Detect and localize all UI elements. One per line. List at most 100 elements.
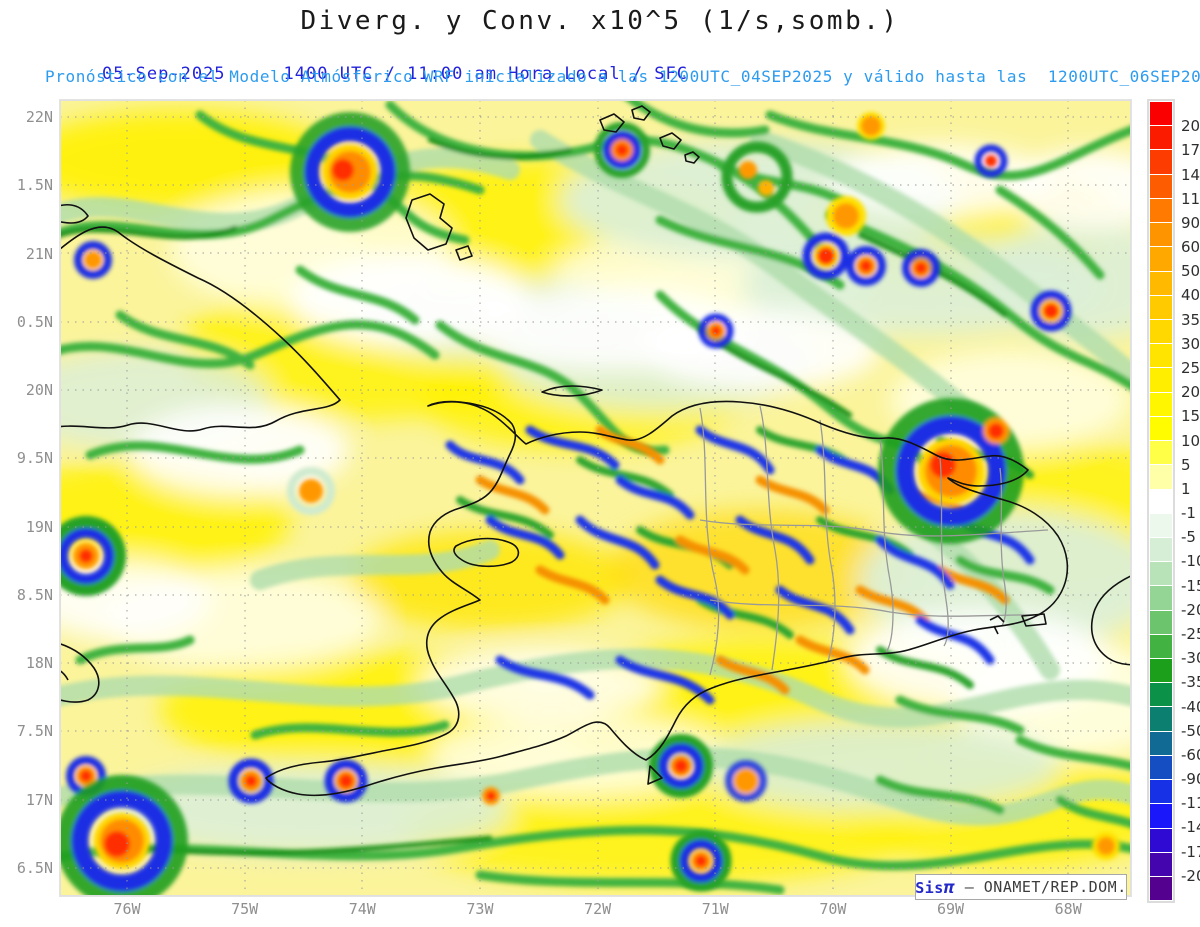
- colorbar-cell: [1150, 852, 1172, 876]
- colorbar-cell: [1150, 513, 1172, 537]
- colorbar-label: 60: [1181, 238, 1200, 257]
- lat-label: 0.5N: [16, 312, 53, 331]
- colorbar-label: 170: [1181, 141, 1200, 160]
- coastline-jamaica: [60, 642, 100, 703]
- colorbar-label: 110: [1181, 189, 1200, 208]
- lat-label: 1.5N: [16, 176, 53, 195]
- lat-label: 6.5N: [16, 858, 53, 877]
- colorbar-label: -30: [1181, 649, 1200, 668]
- province-borders-layer: [699, 405, 1049, 676]
- feature-cell: [482, 787, 500, 805]
- lon-label: 72W: [584, 900, 612, 918]
- colorbar-cell: [1150, 319, 1172, 344]
- lat-label: 20N: [25, 381, 53, 400]
- colorbar-cell: [1150, 344, 1172, 368]
- feature-cell: [60, 516, 126, 596]
- colorbar-label: -40: [1181, 697, 1200, 716]
- colorbar-cell: [1150, 223, 1172, 247]
- colorbar-cell: [1150, 489, 1172, 513]
- map-canvas: [60, 100, 1131, 896]
- lat-label: 18N: [25, 654, 53, 673]
- latitude-axis: 22N 1.5N 21N 0.5N 20N 9.5N 19N 8.5N 18N 7.5N 17N 6.…: [0, 100, 56, 896]
- watermark: Sisπ – ONAMET/REP.DOM.: [915, 874, 1127, 900]
- feature-cell: [74, 241, 112, 279]
- feature-cell: [290, 112, 410, 232]
- colorbar-cell: [1150, 247, 1172, 271]
- feature-cell: [721, 141, 793, 213]
- feature-cell: [698, 313, 734, 349]
- colorbar-label: 5: [1181, 455, 1191, 474]
- colorbar-label: 30: [1181, 334, 1200, 353]
- feature-cell: [594, 122, 650, 178]
- coastline-cuba-cape: [60, 204, 89, 224]
- colorbar-label: -20: [1181, 600, 1200, 619]
- longitude-axis: 76W 75W 74W 73W 72W 71W 70W 69W 68W: [60, 899, 1131, 923]
- watermark-brand: Sisπ: [915, 876, 956, 898]
- gridlines-layer: [60, 100, 1131, 896]
- feature-cell: [1030, 290, 1072, 332]
- colorbar-cell: [1150, 295, 1172, 319]
- feature-cell: [983, 418, 1009, 444]
- pi-symbol: π: [943, 876, 956, 898]
- feature-cell: [846, 246, 886, 286]
- colorbar-cell: [1150, 877, 1172, 901]
- colorbar-label: -1: [1181, 504, 1196, 523]
- lat-label: 7.5N: [16, 722, 53, 741]
- lat-label: 8.5N: [16, 585, 53, 604]
- colorbar-label: -90: [1181, 770, 1200, 789]
- colorbar-label: 15: [1181, 407, 1200, 426]
- forecast-datetime-line: 05-Sep-2025 1400 UTC / 11:00 am Hora Loca…: [57, 44, 688, 104]
- colorbar-label: -25: [1181, 625, 1200, 643]
- colorbar-label: 200: [1181, 117, 1200, 136]
- lon-label: 70W: [819, 900, 847, 918]
- colorbar-scale-labels: 200 170 140 110 90 60 50 40 35 30 25 20 15 10 5 1 -1 -5 -1…: [1181, 99, 1200, 903]
- feature-cell: [60, 775, 188, 896]
- colorbar-cell: [1150, 416, 1172, 441]
- lat-label: 22N: [25, 108, 53, 126]
- colorbar-label: 40: [1181, 286, 1200, 305]
- feature-cell: [670, 830, 732, 892]
- colorbar-label: 35: [1181, 310, 1200, 329]
- lon-label: 68W: [1054, 900, 1082, 918]
- colorbar-label: -50: [1181, 721, 1200, 740]
- colorbar-label: 90: [1181, 213, 1200, 232]
- colorbar-label: 140: [1181, 165, 1200, 184]
- colorbar-label: -35: [1181, 673, 1200, 692]
- feature-cell: [287, 467, 335, 515]
- lon-label: 71W: [701, 900, 729, 918]
- lat-label: 9.5N: [16, 449, 53, 468]
- feature-cell: [649, 734, 713, 798]
- colorbar-label: -5: [1181, 528, 1196, 547]
- colorbar-label: 25: [1181, 359, 1200, 377]
- colorbar-label: -110: [1181, 794, 1200, 813]
- forecast-date: 05-Sep-2025: [101, 64, 226, 84]
- watermark-agency-text: – ONAMET/REP.DOM.: [964, 878, 1127, 896]
- feature-cell: [974, 144, 1008, 178]
- colorbar-cell: [1150, 102, 1172, 126]
- colorbar-label: -140: [1181, 818, 1200, 837]
- colorbar-cell: [1150, 780, 1172, 804]
- forecast-time: 1400 UTC / 11:00 am Hora Local / SFC: [283, 64, 689, 84]
- coastline-puerto-rico: [1090, 575, 1131, 666]
- feature-cell: [802, 232, 850, 280]
- island-beata: [647, 765, 663, 785]
- island-gonave: [453, 537, 520, 568]
- colorbar-cell: [1150, 610, 1172, 634]
- colorbar-cell: [1150, 755, 1172, 780]
- feature-cell: [826, 196, 866, 236]
- map-area: Sisπ – ONAMET/REP.DOM.: [59, 99, 1132, 900]
- island-mona: [989, 615, 1005, 635]
- colorbar-cell: [1150, 586, 1172, 610]
- colorbar-label: 20: [1181, 383, 1200, 402]
- colorbar-cell: [1150, 150, 1172, 174]
- lat-label: 21N: [25, 244, 53, 263]
- colorbar-cell: [1150, 828, 1172, 852]
- colorbar-cell: [1150, 537, 1172, 562]
- colorbar-label: -170: [1181, 842, 1200, 861]
- feature-cell: [1092, 832, 1120, 860]
- colorbar-label: -200: [1181, 866, 1200, 885]
- islands-turks-caicos: [599, 105, 700, 164]
- colorbar-cell: [1150, 634, 1172, 659]
- lon-label: 69W: [937, 900, 965, 918]
- colorbar-label: -15: [1181, 576, 1200, 595]
